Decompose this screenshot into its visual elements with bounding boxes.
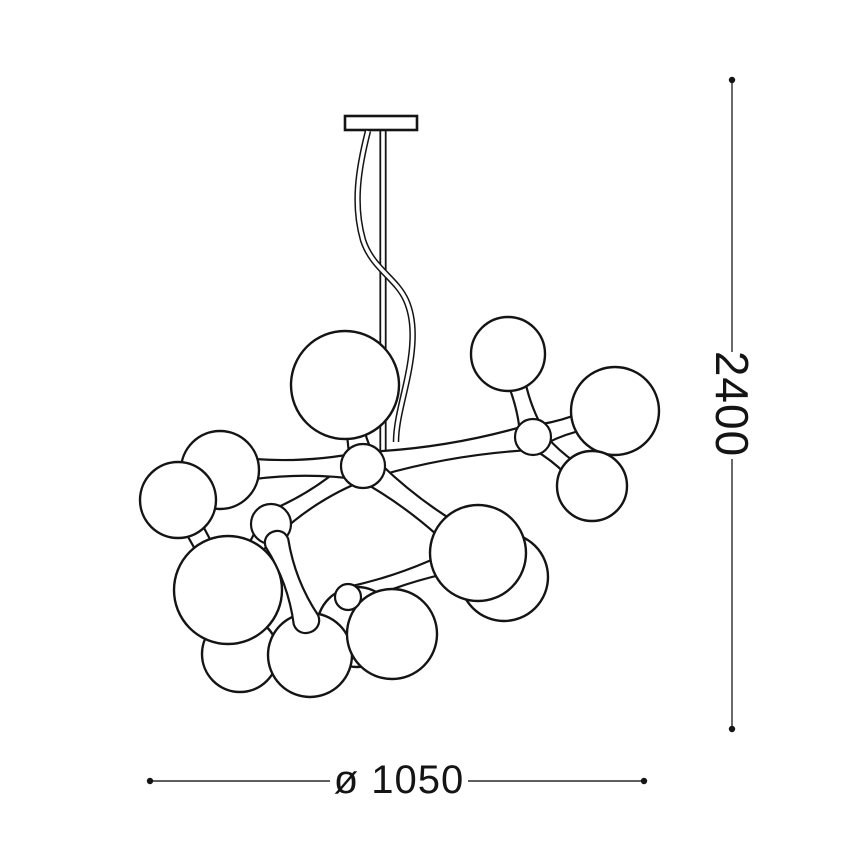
lamp-glass-sphere [172, 534, 284, 646]
lamp-glass-sphere [555, 449, 629, 523]
lamp-glass-sphere [289, 329, 401, 441]
dimension-endpoint-dot [728, 725, 736, 733]
lamp-joint-sphere [513, 417, 553, 457]
lamp-glass-sphere [345, 587, 439, 681]
dimension-endpoint-dot [640, 777, 648, 785]
diameter-dimension-label: ø 1050 [333, 758, 465, 802]
lamp-joint-sphere [339, 442, 387, 490]
lamp-joint-sphere [333, 582, 363, 612]
lamp-connector [263, 529, 321, 635]
dimension-endpoint-dot [728, 76, 736, 84]
lamp-glass-sphere [138, 460, 218, 540]
dimension-endpoint-dot [146, 777, 154, 785]
lamp-glass-sphere [428, 503, 528, 603]
ceiling-canopy [343, 114, 419, 132]
lamp-glass-sphere [469, 315, 547, 393]
lamp-glass-sphere [569, 365, 661, 457]
suspension-cable-core [355, 130, 415, 443]
height-dimension-label: 2400 [706, 350, 758, 458]
